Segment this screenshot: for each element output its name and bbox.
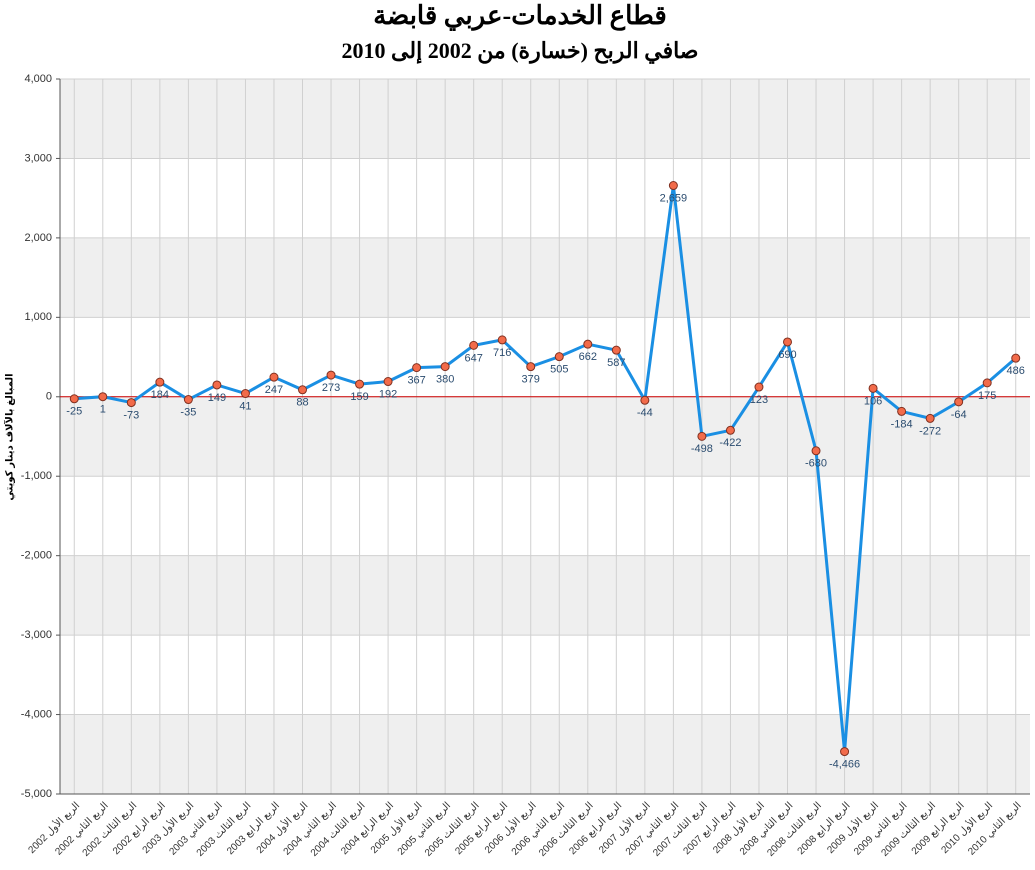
data-label: 247 [265,384,283,396]
data-label: 149 [208,392,226,404]
y-tick-label: -4,000 [21,708,52,720]
data-label: 88 [296,397,308,409]
grid-band [60,476,1030,556]
data-point [298,385,307,395]
data-label: -35 [180,406,196,418]
data-label: 716 [493,347,511,359]
y-tick-label: -3,000 [21,629,52,641]
series-line [74,185,1017,752]
data-label: -44 [637,407,653,419]
y-tick-label: 2,000 [24,232,52,244]
x-tick-label: الربع الثاني 2010 [966,800,1023,857]
data-label: -272 [919,425,941,437]
data-point [640,395,650,405]
data-point [697,431,707,441]
data-point [611,345,621,355]
data-point [754,382,764,392]
data-point [126,398,136,408]
grid-band [60,555,1030,636]
data-label: 41 [239,400,251,412]
data-label: -25 [66,406,82,418]
data-label: -680 [805,458,827,470]
data-label: 690 [778,349,796,361]
data-point [1011,353,1021,363]
data-point [554,352,564,362]
y-tick-label: 4,000 [24,73,52,85]
data-label: 367 [407,375,425,387]
data-label: 505 [550,364,568,376]
data-point [98,392,108,402]
y-tick-label: 1,000 [24,311,52,323]
x-tick-label: الربع الأول 2002 [25,799,82,856]
data-point [269,372,279,382]
data-point [412,363,422,373]
data-point [840,747,850,757]
data-point [925,413,935,423]
grid-band [60,714,1030,794]
grid-band [60,396,1030,477]
data-point [440,362,450,372]
y-tick-label: 0 [46,391,52,403]
data-label: 1 [100,404,106,416]
data-label: 587 [607,357,625,369]
data-point [240,389,250,399]
y-tick-label: -5,000 [21,788,52,800]
y-tick-label: -1,000 [21,470,52,482]
data-point [212,380,222,390]
data-point [583,339,593,349]
data-label: -73 [123,409,139,421]
data-point [326,370,336,380]
chart-subtitle: صافي الربح (خسارة) من 2002 إلى 2010 [342,38,699,65]
data-label: -498 [691,443,713,455]
data-label: 2,659 [660,192,688,204]
grid-band [60,635,1030,715]
data-label: 159 [350,391,368,403]
data-label: 273 [322,382,340,394]
data-point [526,362,536,372]
grid-band [60,158,1030,238]
data-label: 106 [864,395,882,407]
grid-band [60,317,1030,397]
data-label: 486 [1007,365,1025,377]
data-point [355,379,365,389]
data-point [982,378,992,388]
data-label: 184 [151,389,169,401]
y-tick-label: -2,000 [21,550,52,562]
data-label: 175 [978,390,996,402]
data-label: 380 [436,373,454,385]
data-point [725,425,735,435]
chart-title: قطاع الخدمات-عربي قابضة [373,1,667,31]
grid-band [60,79,1030,159]
data-point [155,377,165,387]
data-point [783,337,792,347]
data-label: 123 [750,394,768,406]
data-point [69,394,79,404]
data-point [668,181,678,191]
data-point [469,340,479,350]
data-point [954,397,964,407]
grid-band [60,237,1030,318]
y-tick-label: 3,000 [24,152,52,164]
data-label: -184 [891,418,913,430]
y-axis-label: المبالغ بالآلاف دينار كويتي [4,373,16,500]
data-label: 662 [579,351,597,363]
data-point [497,335,507,345]
data-point [383,377,393,387]
data-label: -4,466 [829,758,860,770]
data-point [811,446,821,456]
data-point [897,406,907,416]
data-label: -422 [719,437,741,449]
data-label: -64 [951,409,967,421]
data-label: 647 [464,352,482,364]
data-point [183,395,193,405]
data-point [868,383,878,393]
data-label: 379 [522,374,540,386]
data-label: 192 [379,388,397,400]
